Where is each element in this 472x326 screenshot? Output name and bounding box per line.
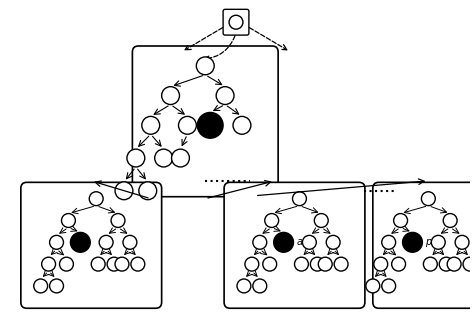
Circle shape bbox=[318, 257, 332, 271]
FancyBboxPatch shape bbox=[373, 182, 472, 308]
Circle shape bbox=[382, 279, 396, 293]
Circle shape bbox=[392, 257, 405, 271]
Circle shape bbox=[421, 192, 435, 206]
FancyBboxPatch shape bbox=[132, 46, 278, 197]
Circle shape bbox=[382, 235, 396, 249]
Circle shape bbox=[423, 257, 437, 271]
Circle shape bbox=[139, 182, 157, 200]
Circle shape bbox=[311, 257, 324, 271]
Circle shape bbox=[263, 257, 277, 271]
Circle shape bbox=[161, 87, 179, 105]
Circle shape bbox=[314, 214, 328, 228]
Circle shape bbox=[61, 214, 76, 228]
Circle shape bbox=[394, 214, 407, 228]
Circle shape bbox=[326, 235, 340, 249]
Circle shape bbox=[455, 235, 469, 249]
Circle shape bbox=[89, 192, 103, 206]
Circle shape bbox=[127, 149, 145, 167]
Circle shape bbox=[142, 116, 160, 134]
Circle shape bbox=[91, 257, 105, 271]
Circle shape bbox=[216, 87, 234, 105]
Circle shape bbox=[196, 57, 214, 75]
Circle shape bbox=[439, 257, 453, 271]
Circle shape bbox=[303, 235, 316, 249]
Circle shape bbox=[334, 257, 348, 271]
Circle shape bbox=[111, 214, 125, 228]
Circle shape bbox=[274, 232, 294, 252]
Circle shape bbox=[59, 257, 74, 271]
Circle shape bbox=[123, 235, 137, 249]
Circle shape bbox=[50, 279, 63, 293]
Circle shape bbox=[107, 257, 121, 271]
FancyBboxPatch shape bbox=[224, 182, 365, 308]
Circle shape bbox=[50, 235, 63, 249]
Text: a: a bbox=[296, 237, 303, 247]
Circle shape bbox=[295, 257, 308, 271]
Circle shape bbox=[155, 149, 173, 167]
Circle shape bbox=[463, 257, 472, 271]
Circle shape bbox=[374, 257, 388, 271]
Circle shape bbox=[265, 214, 278, 228]
Circle shape bbox=[171, 149, 189, 167]
Circle shape bbox=[131, 257, 145, 271]
Circle shape bbox=[115, 257, 129, 271]
Circle shape bbox=[197, 112, 223, 138]
Circle shape bbox=[403, 232, 422, 252]
Circle shape bbox=[253, 235, 267, 249]
Circle shape bbox=[34, 279, 48, 293]
Circle shape bbox=[447, 257, 461, 271]
Circle shape bbox=[42, 257, 56, 271]
Circle shape bbox=[229, 15, 243, 29]
Circle shape bbox=[233, 116, 251, 134]
FancyBboxPatch shape bbox=[21, 182, 161, 308]
Circle shape bbox=[366, 279, 380, 293]
FancyBboxPatch shape bbox=[223, 9, 249, 35]
Circle shape bbox=[253, 279, 267, 293]
Circle shape bbox=[293, 192, 306, 206]
Circle shape bbox=[431, 235, 445, 249]
Circle shape bbox=[443, 214, 457, 228]
Text: p: p bbox=[425, 237, 431, 247]
Circle shape bbox=[99, 235, 113, 249]
Circle shape bbox=[178, 116, 196, 134]
Circle shape bbox=[70, 232, 90, 252]
Circle shape bbox=[245, 257, 259, 271]
Circle shape bbox=[115, 182, 133, 200]
Circle shape bbox=[237, 279, 251, 293]
